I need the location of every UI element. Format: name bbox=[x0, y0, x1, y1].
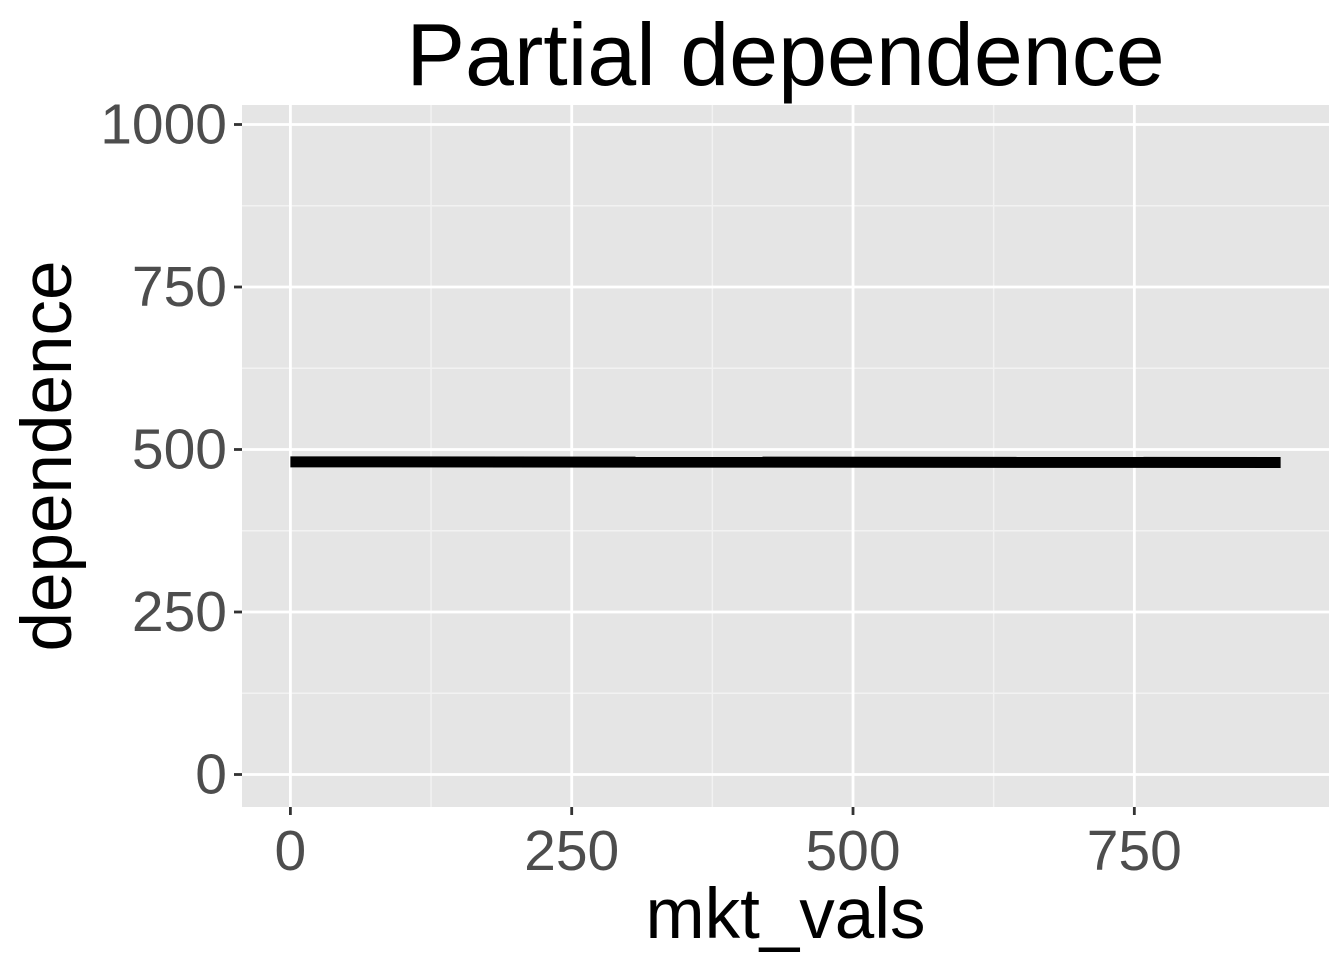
chart-title: Partial dependence bbox=[406, 5, 1164, 104]
y-tick-label: 500 bbox=[132, 418, 227, 482]
y-tick-label: 750 bbox=[132, 255, 227, 319]
y-tick-label: 1000 bbox=[100, 93, 227, 157]
major-gridlines bbox=[242, 105, 1329, 807]
y-axis: 0 250 500 750 1000 bbox=[100, 93, 242, 807]
x-axis-title: mkt_vals bbox=[645, 875, 925, 954]
y-axis-title: dependence bbox=[8, 261, 87, 652]
plot-panel bbox=[242, 105, 1329, 807]
series-line-0 bbox=[290, 456, 1281, 468]
y-tick-label: 250 bbox=[132, 580, 227, 644]
x-tick-label: 250 bbox=[524, 819, 619, 883]
x-tick-label: 500 bbox=[805, 819, 900, 883]
minor-gridlines bbox=[242, 105, 1329, 807]
series-layer bbox=[290, 456, 1281, 468]
y-tick-label: 0 bbox=[195, 743, 227, 807]
x-tick-label: 0 bbox=[275, 819, 307, 883]
x-tick-label: 750 bbox=[1087, 819, 1182, 883]
x-axis: 0 250 500 750 bbox=[275, 807, 1182, 883]
